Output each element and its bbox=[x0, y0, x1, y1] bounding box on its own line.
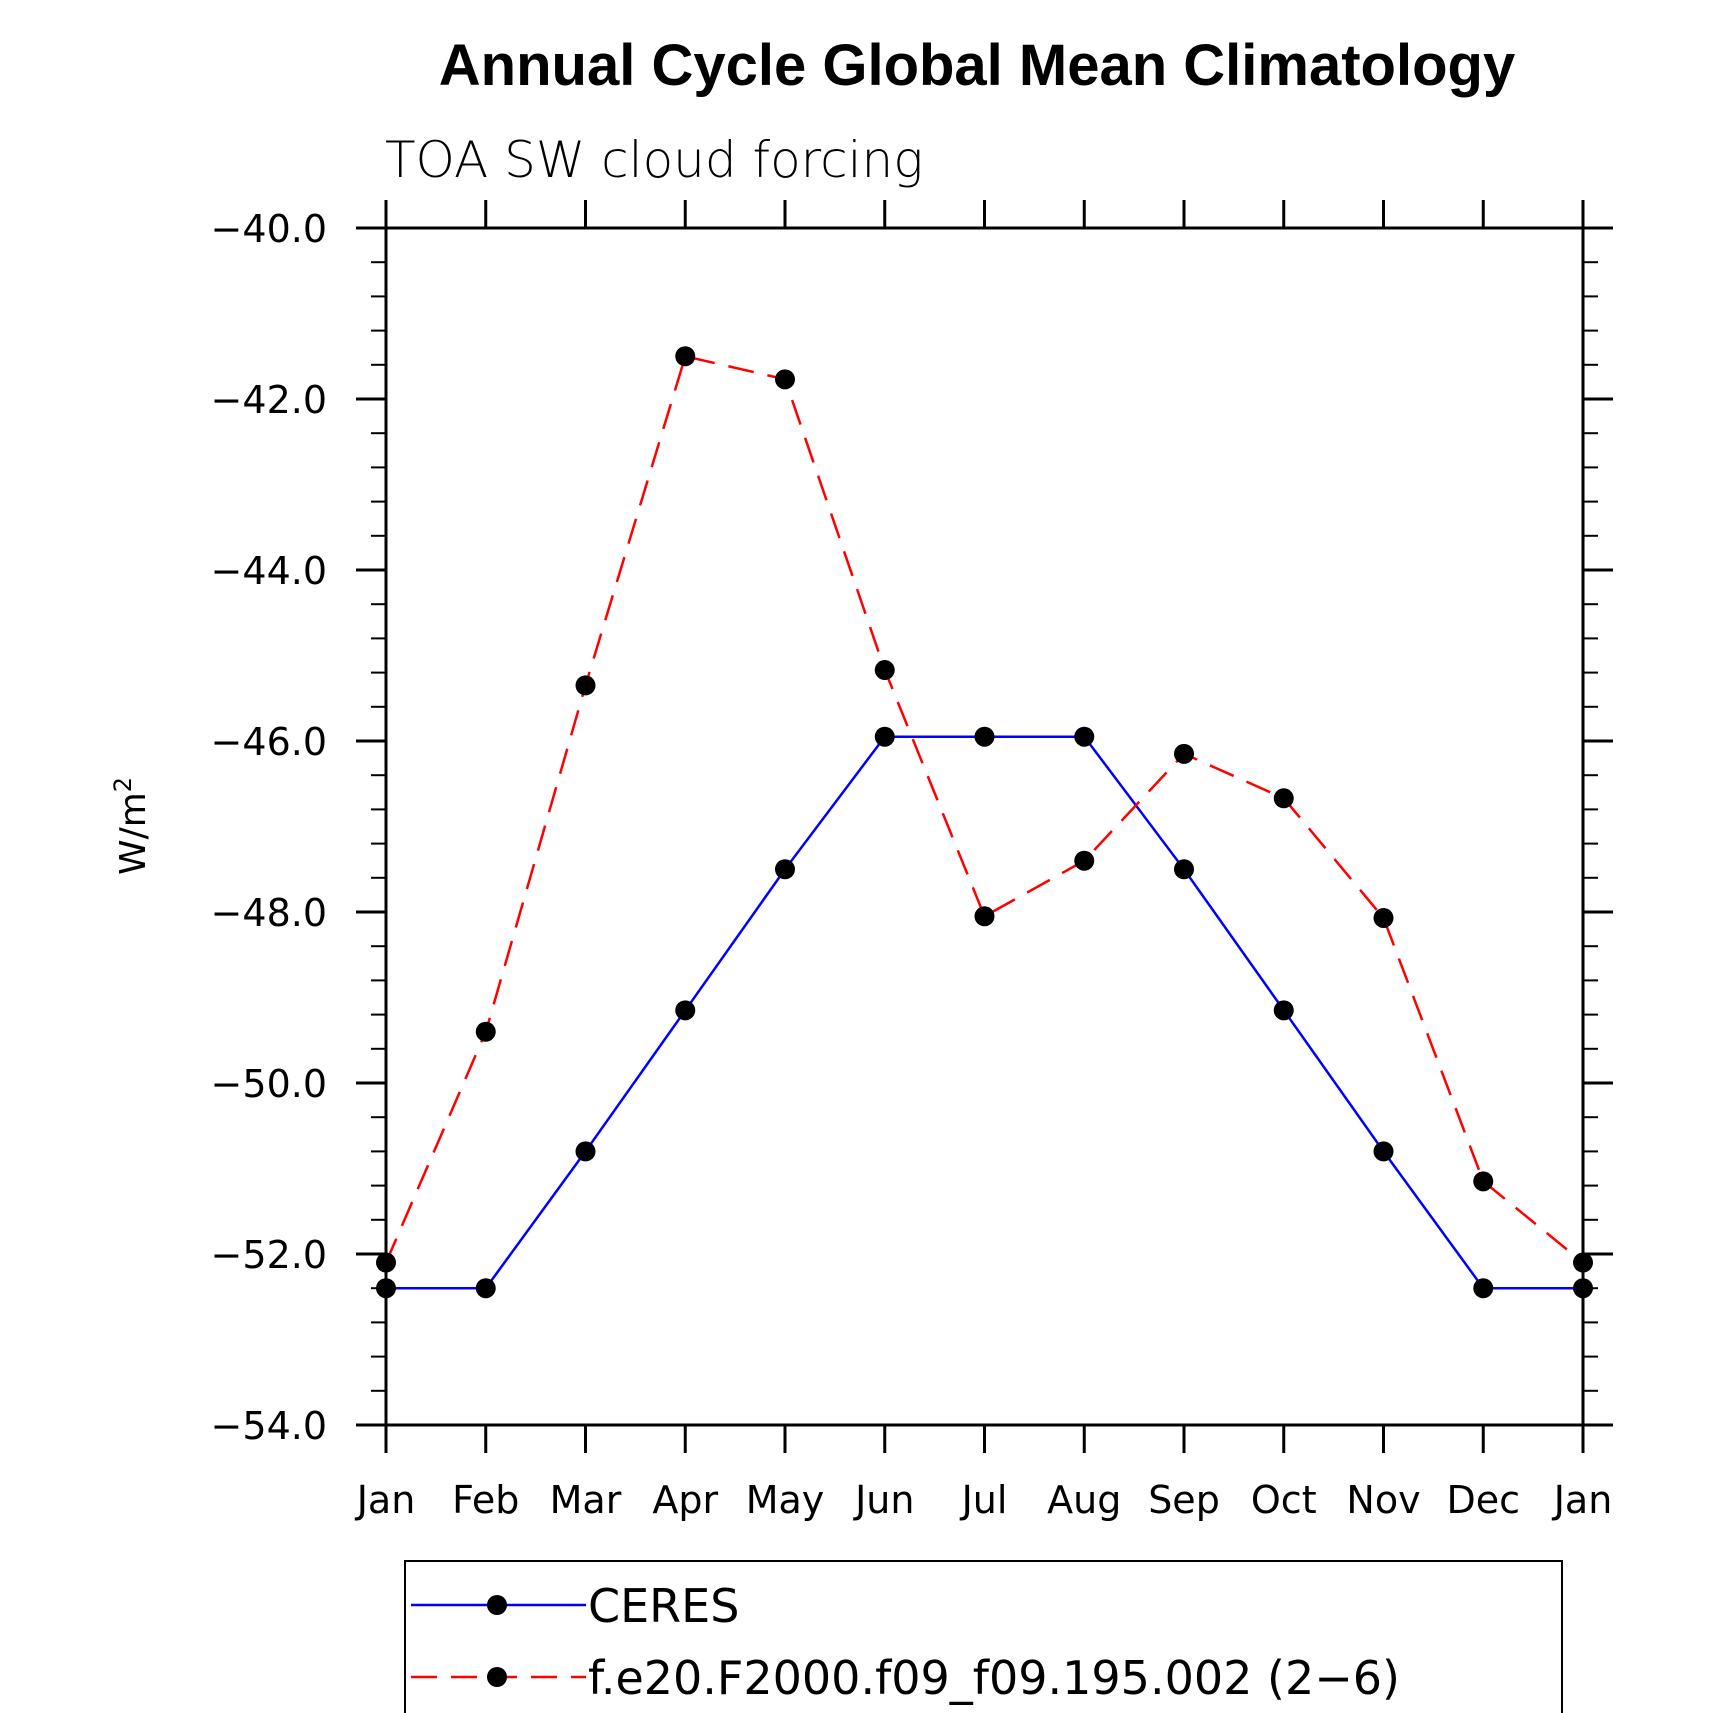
data-point-1 bbox=[1473, 1171, 1494, 1192]
data-point-0 bbox=[1473, 1278, 1494, 1299]
series-line-1 bbox=[384, 354, 1584, 1264]
data-point-1 bbox=[1273, 788, 1294, 809]
y-axis-label-unit: W/m bbox=[113, 792, 154, 875]
y-tick-label: −50.0 bbox=[211, 1062, 327, 1106]
legend-marker-model bbox=[487, 1667, 507, 1687]
data-point-0 bbox=[475, 1278, 496, 1299]
y-tick-label: −46.0 bbox=[211, 720, 327, 764]
x-tick-label: Aug bbox=[1047, 1478, 1121, 1522]
legend-marker-ceres bbox=[487, 1595, 507, 1615]
legend-box bbox=[404, 1560, 1563, 1713]
data-point-0 bbox=[974, 726, 995, 747]
x-tick-label: Jan bbox=[1552, 1478, 1613, 1522]
x-tick-label: Jul bbox=[960, 1478, 1008, 1522]
x-tick-label: Sep bbox=[1148, 1478, 1220, 1522]
x-tick-label: Nov bbox=[1346, 1478, 1420, 1522]
y-tick-labels: −40.0 −42.0 −44.0 −46.0 −48.0 −50.0 −52.0 −54.0 bbox=[211, 207, 327, 1448]
data-point-1 bbox=[874, 660, 895, 681]
data-point-0 bbox=[1074, 726, 1095, 747]
data-point-1 bbox=[1573, 1252, 1593, 1273]
data-point-1 bbox=[475, 1021, 496, 1042]
legend-label-ceres: CERES bbox=[588, 1579, 739, 1633]
y-tick-label: −44.0 bbox=[211, 549, 327, 593]
y-tick-label: −52.0 bbox=[211, 1233, 327, 1277]
x-tick-label: Jan bbox=[355, 1478, 416, 1522]
y-tick-label: −42.0 bbox=[211, 378, 327, 422]
axis-ticks bbox=[356, 200, 1613, 1453]
data-point-0 bbox=[376, 1278, 396, 1299]
data-point-0 bbox=[1573, 1278, 1593, 1299]
data-point-1 bbox=[1373, 907, 1394, 928]
data-point-0 bbox=[1174, 859, 1194, 880]
y-tick-label: −54.0 bbox=[211, 1404, 327, 1448]
x-tick-label: Dec bbox=[1446, 1478, 1520, 1522]
x-tick-label: Apr bbox=[652, 1478, 718, 1522]
x-tick-label: Oct bbox=[1251, 1478, 1317, 1522]
y-axis-label: W/m2 bbox=[109, 777, 154, 875]
y-axis-label-superscript: 2 bbox=[109, 777, 137, 792]
legend: CERES f.e20.F2000.f09_f09.195.002 (2−6) bbox=[404, 1560, 1563, 1713]
data-point-1 bbox=[376, 1252, 396, 1273]
data-point-0 bbox=[675, 1000, 696, 1021]
y-tick-label: −48.0 bbox=[211, 891, 327, 935]
series-layer bbox=[376, 346, 1593, 1299]
data-point-0 bbox=[874, 726, 895, 747]
chart-title: Annual Cycle Global Mean Climatology bbox=[439, 33, 1515, 98]
data-point-1 bbox=[974, 906, 995, 927]
y-tick-label: −40.0 bbox=[211, 207, 327, 251]
data-point-1 bbox=[675, 346, 696, 367]
data-point-0 bbox=[575, 1141, 596, 1162]
data-point-0 bbox=[1373, 1141, 1394, 1162]
series-line-0 bbox=[386, 735, 1583, 1290]
data-point-1 bbox=[1174, 743, 1194, 764]
plot-frame bbox=[384, 226, 1585, 1427]
x-tick-label: May bbox=[746, 1478, 825, 1522]
x-tick-label: Jun bbox=[853, 1478, 914, 1522]
data-point-1 bbox=[1074, 850, 1095, 871]
data-point-1 bbox=[775, 369, 795, 390]
x-tick-labels: Jan Feb Mar Apr May Jun Jul Aug Sep Oct Nov Dec Jan bbox=[355, 1478, 1613, 1522]
data-point-1 bbox=[575, 675, 596, 696]
chart-subtitle: TOA SW cloud forcing bbox=[385, 131, 923, 189]
data-point-0 bbox=[1273, 1000, 1294, 1021]
data-point-0 bbox=[775, 859, 795, 880]
legend-label-model: f.e20.F2000.f09_f09.195.002 (2−6) bbox=[588, 1651, 1400, 1705]
x-tick-label: Feb bbox=[452, 1478, 519, 1522]
x-tick-label: Mar bbox=[550, 1478, 622, 1522]
